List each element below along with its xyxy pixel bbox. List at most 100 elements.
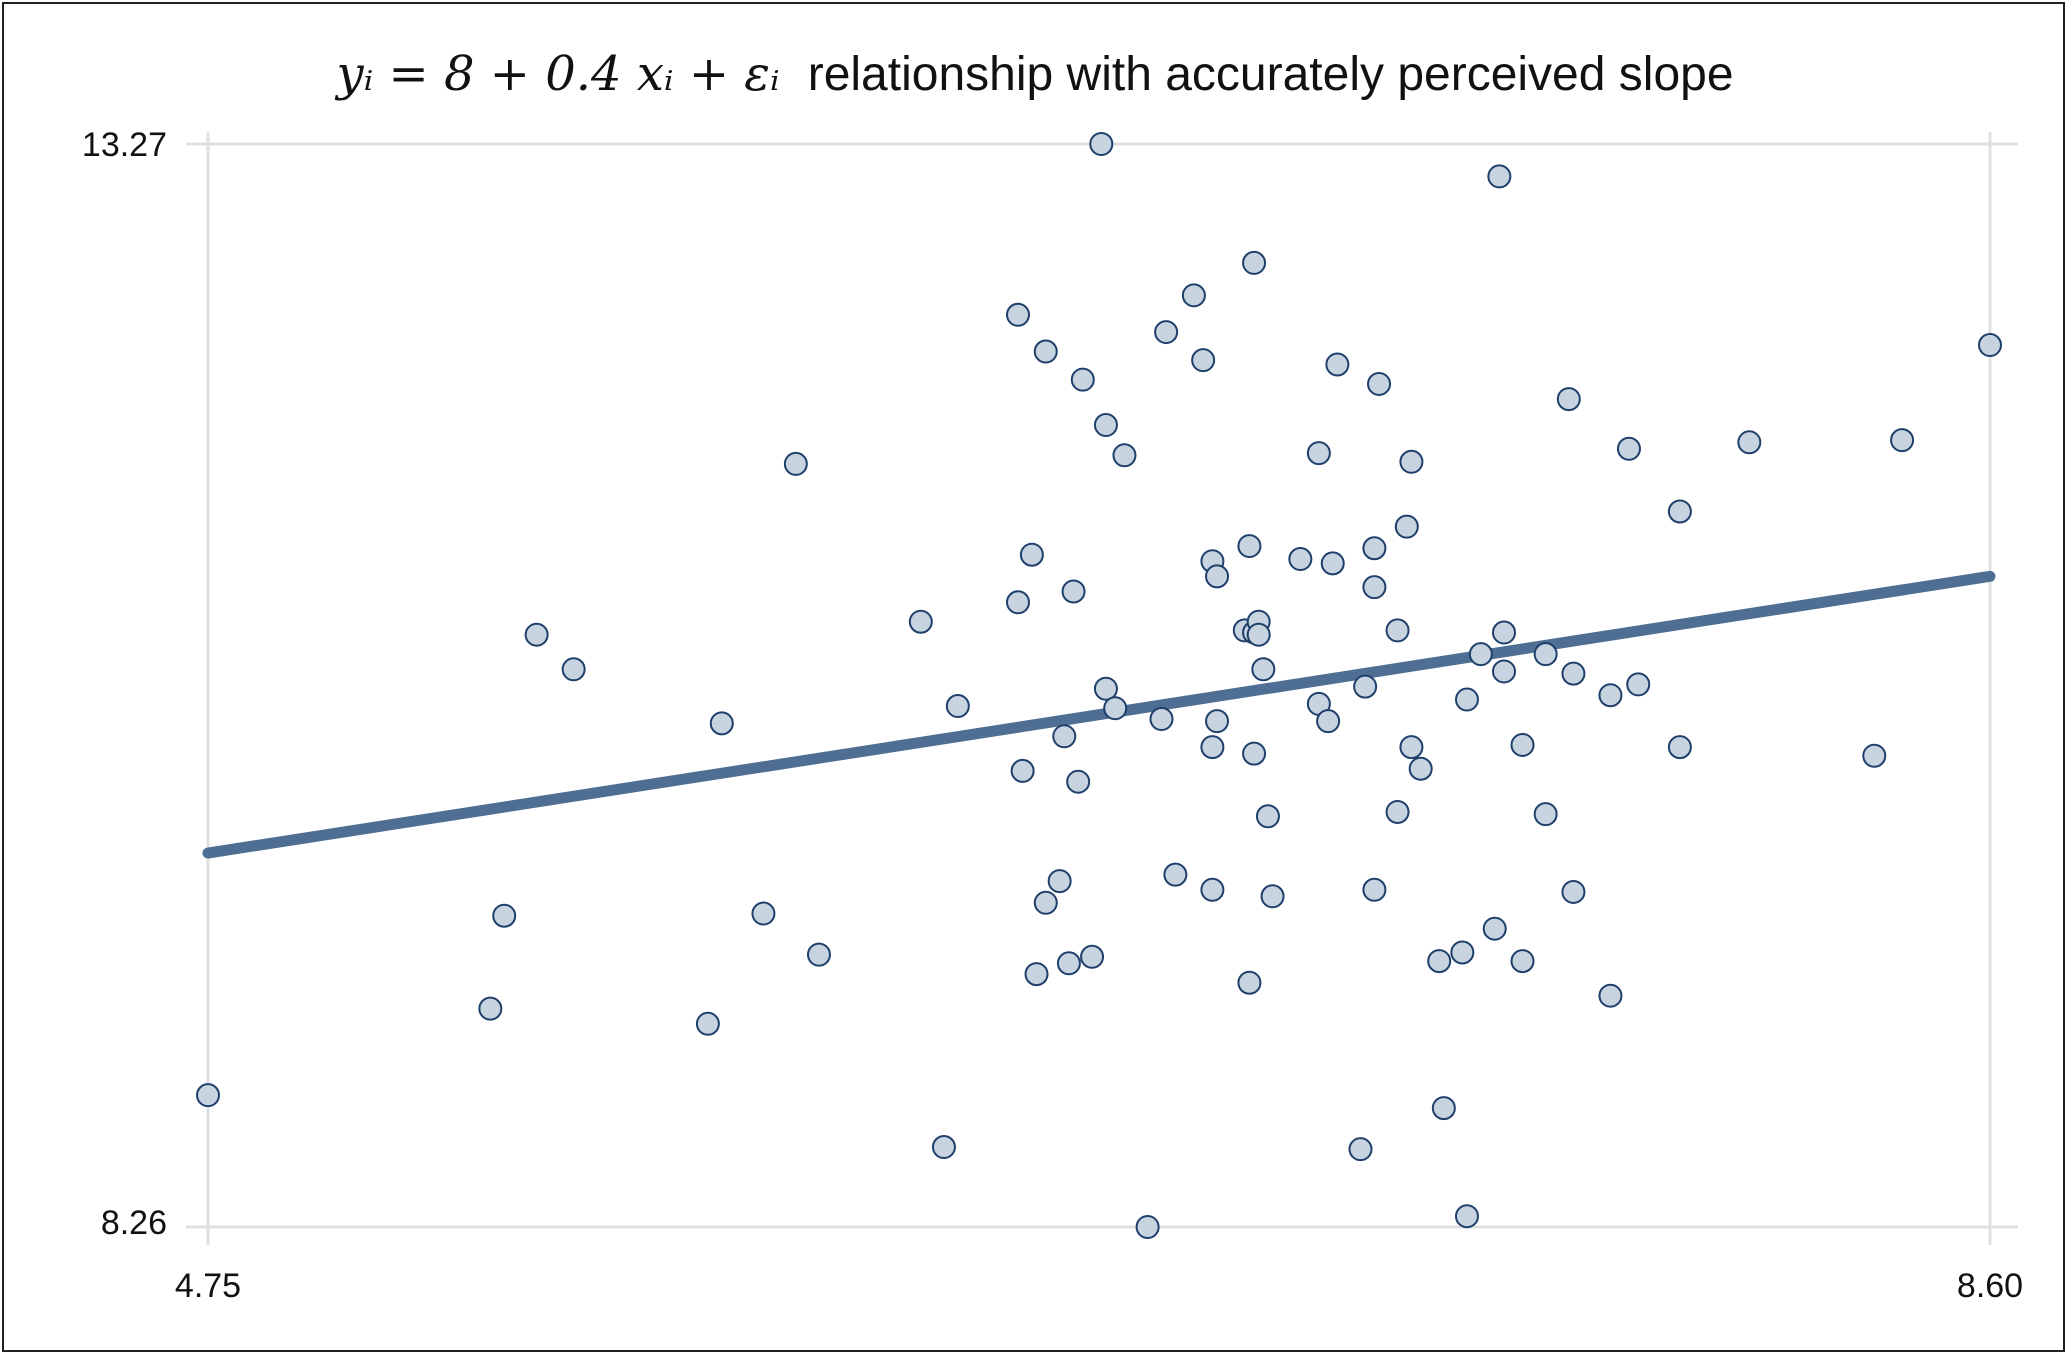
data-point-42 bbox=[1205, 564, 1230, 589]
data-point-16 bbox=[1019, 542, 1044, 567]
x-tick-left: 4.75 bbox=[175, 1267, 241, 1305]
data-point-83 bbox=[1510, 732, 1535, 757]
chart-title: yᵢ = 8 + 0.4 xᵢ + εᵢ relationship with a… bbox=[334, 46, 1733, 102]
data-point-29 bbox=[1093, 676, 1118, 701]
data-point-9 bbox=[806, 942, 831, 967]
data-point-37 bbox=[1191, 348, 1216, 373]
data-point-62 bbox=[1362, 575, 1387, 600]
data-point-25 bbox=[1070, 367, 1095, 392]
data-point-5 bbox=[695, 1011, 720, 1036]
data-point-77 bbox=[1468, 642, 1493, 667]
data-point-51 bbox=[1251, 657, 1276, 682]
data-point-59 bbox=[1325, 352, 1350, 377]
data-point-68 bbox=[1394, 514, 1419, 539]
data-point-15 bbox=[1010, 758, 1035, 783]
data-point-48 bbox=[1242, 250, 1267, 275]
data-point-75 bbox=[1454, 687, 1479, 712]
data-point-40 bbox=[1200, 877, 1225, 902]
data-point-73 bbox=[1431, 1096, 1456, 1121]
data-point-63 bbox=[1362, 536, 1387, 561]
data-point-17 bbox=[1024, 962, 1049, 987]
data-point-60 bbox=[1348, 1137, 1373, 1162]
data-point-87 bbox=[1561, 661, 1586, 686]
data-point-23 bbox=[1061, 579, 1086, 604]
data-point-6 bbox=[709, 711, 734, 736]
data-point-18 bbox=[1033, 339, 1058, 364]
data-point-55 bbox=[1306, 441, 1331, 466]
data-point-85 bbox=[1533, 642, 1558, 667]
data-point-32 bbox=[1135, 1215, 1160, 1239]
data-point-67 bbox=[1385, 799, 1410, 824]
data-point-88 bbox=[1561, 879, 1586, 904]
data-point-58 bbox=[1320, 551, 1345, 576]
data-point-26 bbox=[1080, 944, 1105, 969]
data-point-2 bbox=[492, 903, 517, 928]
data-point-54 bbox=[1288, 547, 1313, 572]
data-point-91 bbox=[1616, 436, 1641, 461]
data-point-36 bbox=[1181, 283, 1206, 308]
data-point-30 bbox=[1103, 696, 1128, 721]
data-point-81 bbox=[1492, 659, 1516, 684]
data-point-69 bbox=[1399, 449, 1424, 474]
data-point-86 bbox=[1556, 387, 1581, 412]
data-point-95 bbox=[1737, 430, 1762, 455]
fit-line bbox=[202, 570, 1996, 859]
data-point-65 bbox=[1367, 371, 1392, 396]
data-point-47 bbox=[1242, 741, 1267, 766]
data-point-39 bbox=[1200, 735, 1225, 760]
y-tick-bottom: 8.26 bbox=[101, 1204, 167, 1242]
data-point-28 bbox=[1093, 413, 1118, 438]
data-point-82 bbox=[1510, 949, 1535, 974]
data-point-19 bbox=[1033, 890, 1058, 915]
data-point-27 bbox=[1089, 132, 1114, 156]
data-point-34 bbox=[1154, 320, 1179, 345]
data-point-24 bbox=[1066, 769, 1091, 794]
data-point-11 bbox=[931, 1135, 956, 1160]
data-point-12 bbox=[945, 694, 970, 719]
data-point-76 bbox=[1454, 1204, 1479, 1229]
chart-title-equation: yᵢ = 8 + 0.4 xᵢ + εᵢ bbox=[334, 46, 779, 102]
data-point-92 bbox=[1626, 672, 1651, 697]
data-point-3 bbox=[524, 622, 549, 647]
data-point-64 bbox=[1362, 877, 1387, 902]
data-point-20 bbox=[1047, 869, 1072, 894]
data-point-96 bbox=[1862, 743, 1887, 768]
data-point-35 bbox=[1163, 862, 1188, 887]
data-point-78 bbox=[1482, 916, 1507, 941]
data-point-13 bbox=[1006, 590, 1030, 615]
data-point-45 bbox=[1237, 970, 1262, 995]
y-tick-top: 13.27 bbox=[82, 126, 167, 164]
data-point-74 bbox=[1450, 940, 1475, 965]
data-point-79 bbox=[1487, 164, 1512, 189]
data-point-8 bbox=[783, 451, 808, 476]
scatter-chart: yᵢ = 8 + 0.4 xᵢ + εᵢ relationship with a… bbox=[82, 46, 2023, 1305]
data-point-72 bbox=[1427, 949, 1452, 974]
data-points bbox=[196, 132, 2002, 1239]
data-point-21 bbox=[1052, 724, 1077, 749]
chart-title-text: relationship with accurately perceived s… bbox=[808, 48, 1734, 101]
data-point-66 bbox=[1385, 618, 1410, 643]
data-point-71 bbox=[1408, 756, 1433, 781]
data-point-14 bbox=[1006, 302, 1030, 327]
data-point-0 bbox=[196, 1083, 220, 1108]
data-point-33 bbox=[1149, 707, 1174, 732]
data-point-97 bbox=[1890, 428, 1915, 453]
data-point-7 bbox=[751, 901, 776, 926]
data-point-89 bbox=[1598, 683, 1623, 708]
data-point-94 bbox=[1667, 735, 1692, 760]
data-point-84 bbox=[1533, 802, 1558, 827]
data-point-1 bbox=[478, 996, 503, 1021]
data-point-70 bbox=[1399, 735, 1424, 760]
data-point-4 bbox=[561, 657, 586, 682]
data-point-22 bbox=[1056, 951, 1081, 976]
data-point-50 bbox=[1246, 622, 1271, 647]
data-point-80 bbox=[1492, 620, 1516, 645]
data-point-10 bbox=[908, 609, 933, 634]
data-point-41 bbox=[1205, 709, 1230, 734]
data-point-53 bbox=[1260, 884, 1285, 909]
data-point-31 bbox=[1112, 443, 1137, 468]
data-point-93 bbox=[1667, 499, 1692, 524]
data-point-52 bbox=[1255, 804, 1280, 829]
data-point-57 bbox=[1316, 709, 1341, 734]
